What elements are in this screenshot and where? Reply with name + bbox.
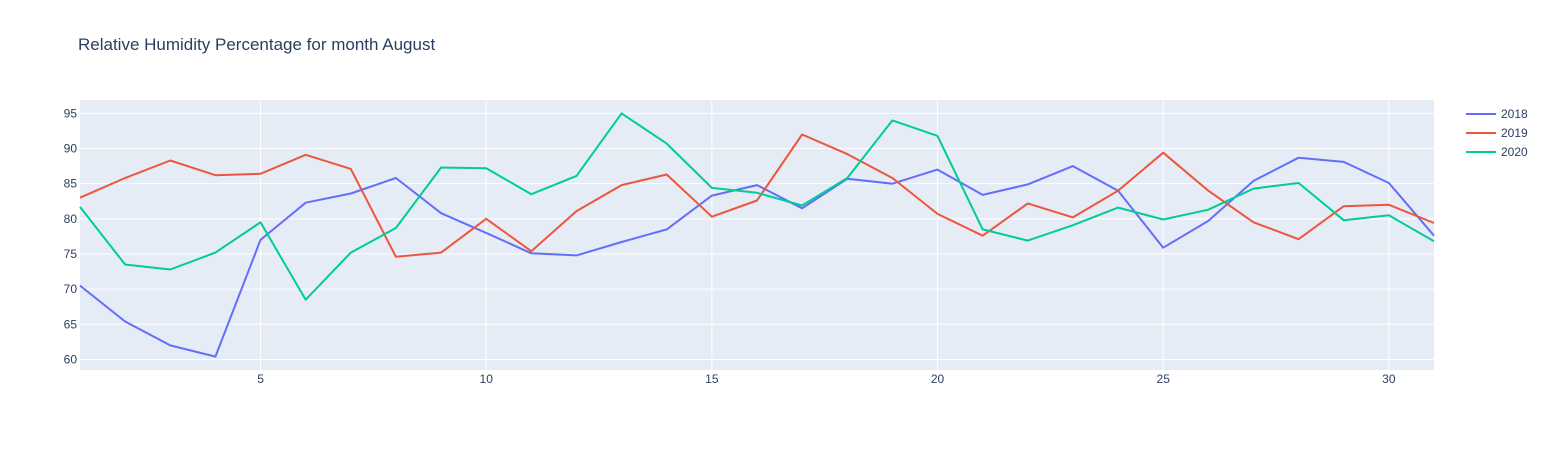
y-tick-label: 70 xyxy=(64,282,78,296)
y-tick-label: 85 xyxy=(64,177,78,191)
y-axis: 60 65 70 75 80 85 90 95 xyxy=(64,106,78,366)
y-tick-label: 75 xyxy=(64,247,78,261)
y-tick-label: 60 xyxy=(64,352,78,366)
legend-label: 2019 xyxy=(1501,126,1528,140)
chart-title: Relative Humidity Percentage for month A… xyxy=(78,35,435,54)
legend-item-2020[interactable]: 2020 xyxy=(1466,145,1528,159)
legend-item-2018[interactable]: 2018 xyxy=(1466,107,1528,121)
legend-item-2019[interactable]: 2019 xyxy=(1466,126,1528,140)
y-tick-label: 95 xyxy=(64,106,78,120)
x-tick-label: 25 xyxy=(1157,372,1171,386)
x-tick-label: 10 xyxy=(480,372,494,386)
legend-label: 2018 xyxy=(1501,107,1528,121)
gridlines xyxy=(80,100,1434,370)
y-tick-label: 65 xyxy=(64,317,78,331)
legend-label: 2020 xyxy=(1501,145,1528,159)
series-lines xyxy=(79,112,1435,358)
x-tick-label: 5 xyxy=(257,372,264,386)
x-tick-label: 30 xyxy=(1382,372,1396,386)
legend[interactable]: 2018 2019 2020 xyxy=(1466,107,1528,159)
series-line-2019 xyxy=(79,133,1435,258)
y-tick-label: 80 xyxy=(64,212,78,226)
plot-area xyxy=(80,100,1434,370)
x-tick-label: 15 xyxy=(705,372,719,386)
y-tick-label: 90 xyxy=(64,142,78,156)
x-tick-label: 20 xyxy=(931,372,945,386)
x-axis: 5 10 15 20 25 30 xyxy=(257,372,1396,386)
series-line-2018 xyxy=(79,156,1435,358)
series-line-2020 xyxy=(79,112,1435,301)
